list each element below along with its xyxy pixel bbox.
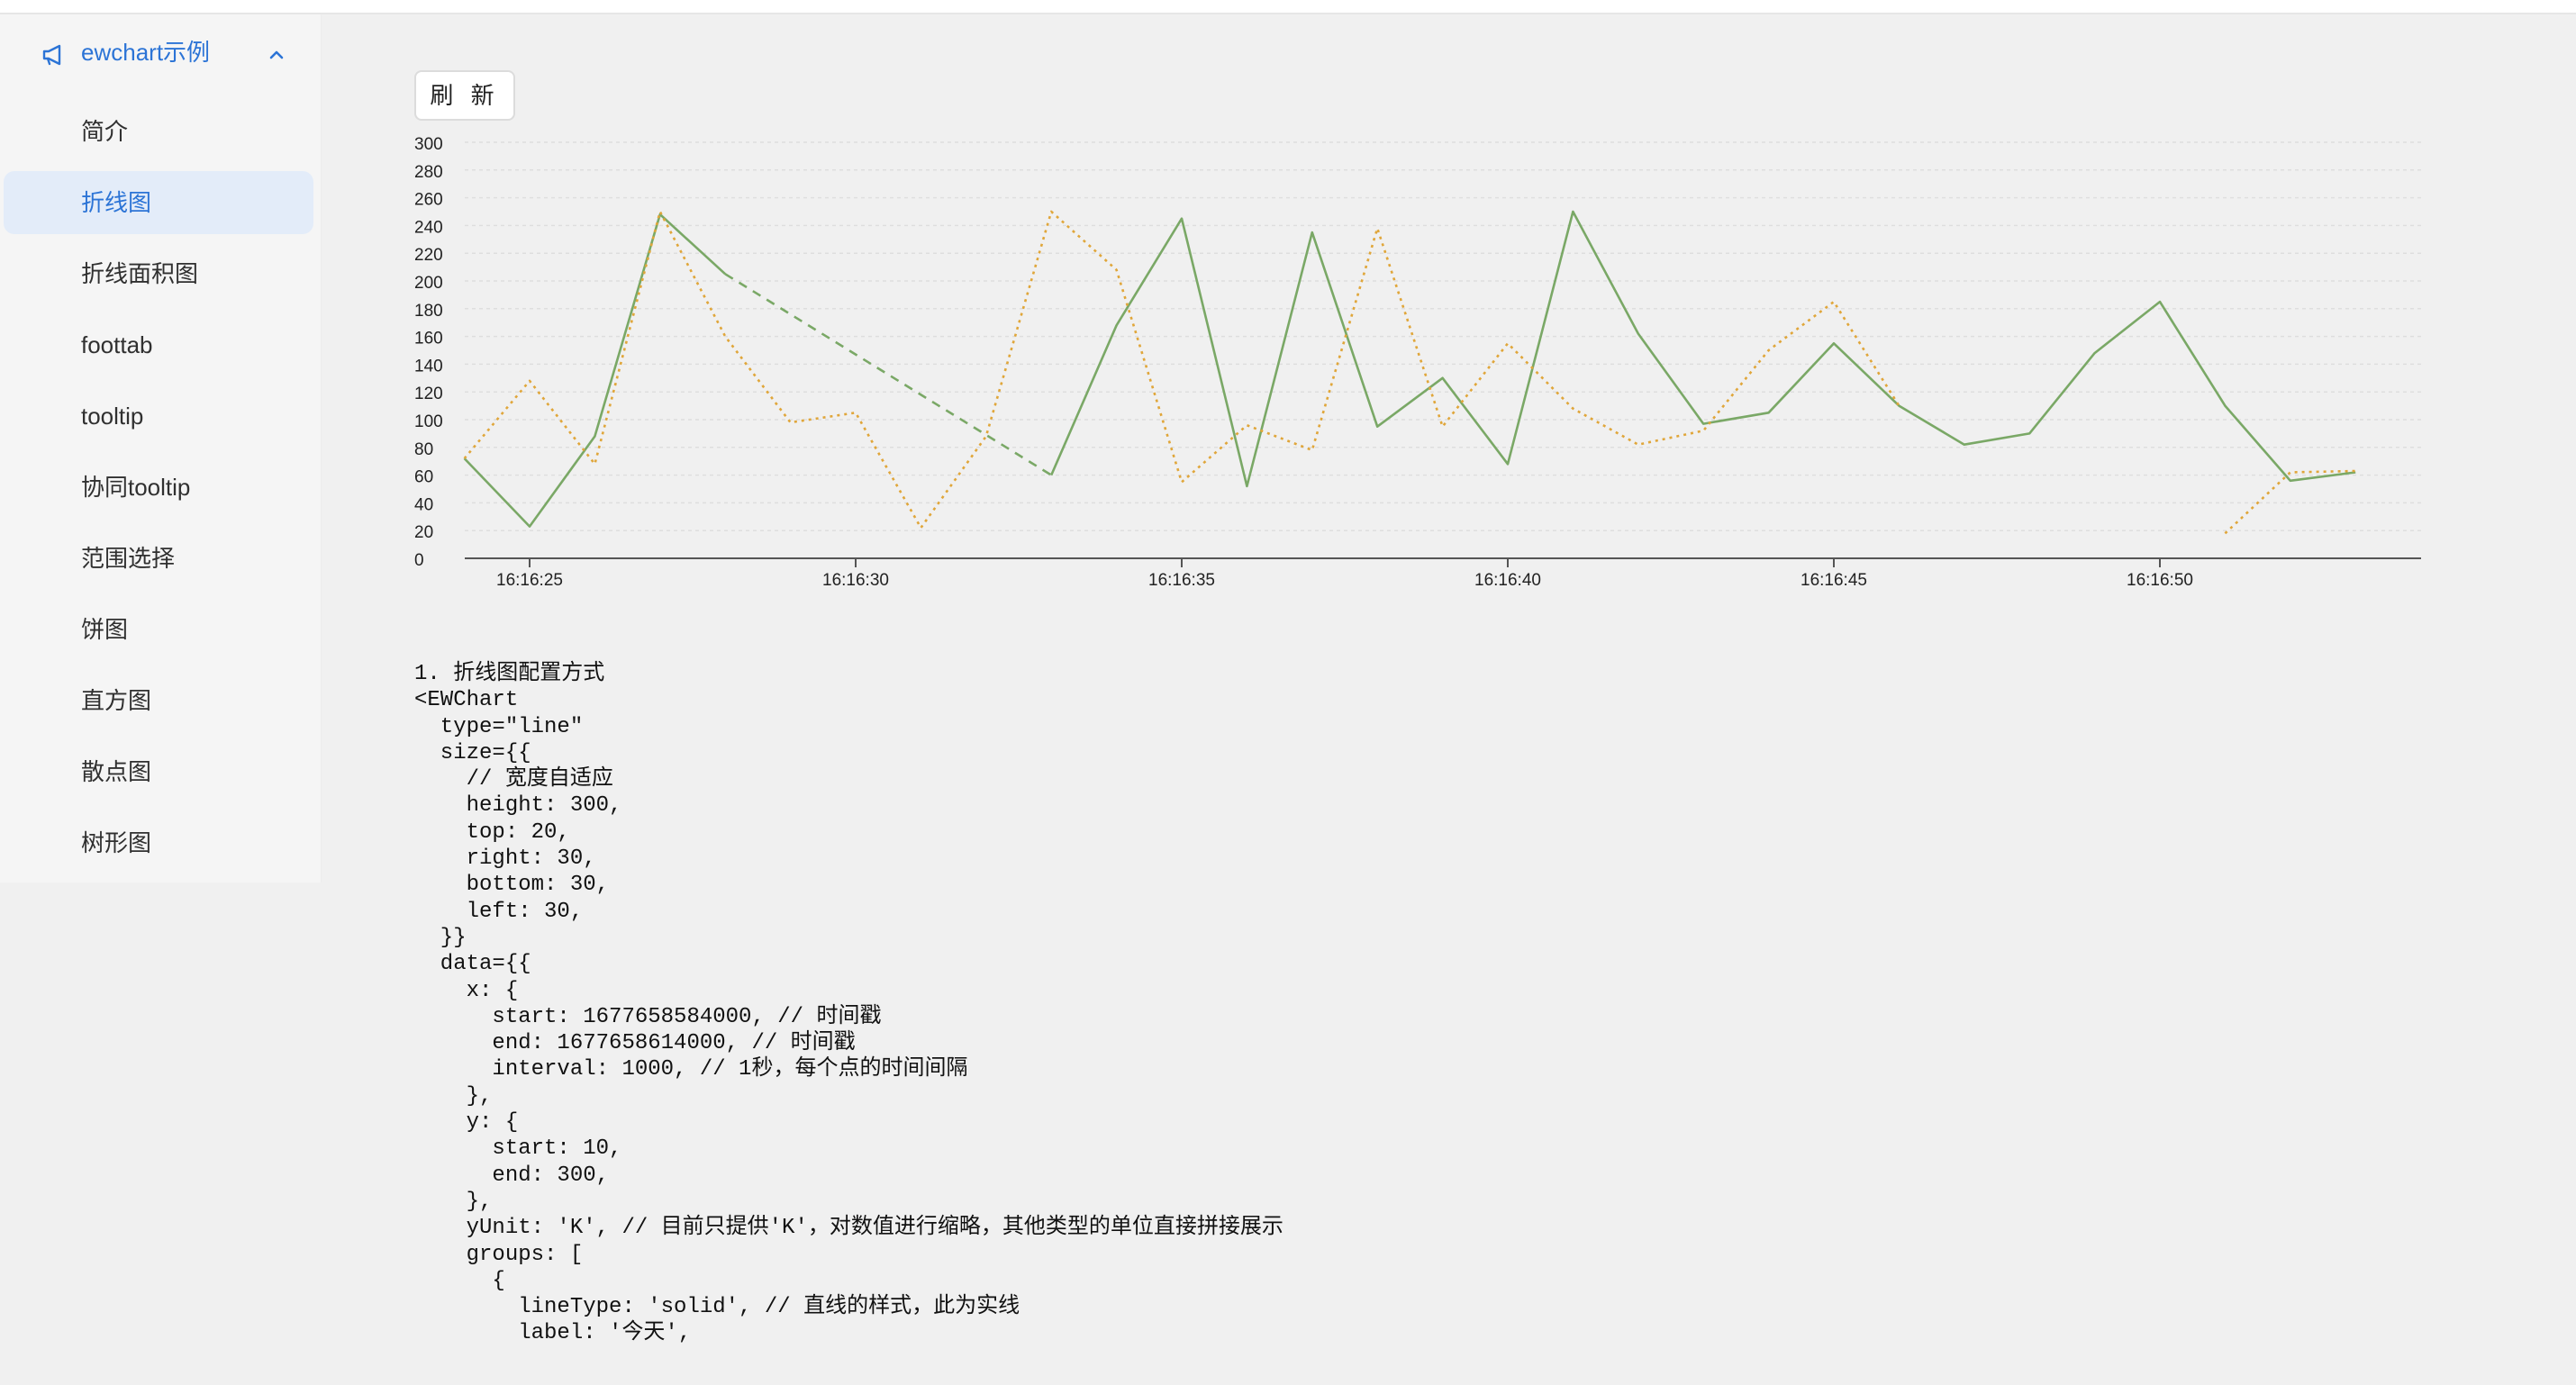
code-line: x: { (414, 978, 519, 1003)
sidebar-item-label: 饼图 (81, 616, 129, 643)
sidebar-item[interactable]: tooltip (4, 385, 313, 448)
code-line: type="line" (414, 714, 584, 739)
code-line: end: 300, (414, 1163, 610, 1188)
sidebar-item-label: 散点图 (81, 758, 152, 785)
code-line: label: '今天', (414, 1321, 692, 1346)
sidebar-item-label: 协同tooltip (81, 474, 191, 501)
sidebar-item-label: 树形图 (81, 829, 152, 856)
sidebar-item-label: 折线图 (81, 189, 152, 216)
series-today-gap (724, 273, 1052, 476)
x-tick-label: 16:16:30 (822, 571, 889, 590)
sidebar-item[interactable]: 直方图 (4, 669, 313, 732)
y-tick-label: 160 (414, 330, 443, 349)
line-chart: 0 20 40 60 80 100 120 140 160 180 200 220 240 260 280 3… (414, 135, 2421, 590)
y-tick-label: 0 (414, 551, 424, 570)
code-line: { (414, 1268, 505, 1293)
code-line: }, (414, 1083, 493, 1109)
sidebar-item[interactable]: 折线面积图 (4, 242, 313, 305)
y-tick-label: 80 (414, 440, 433, 459)
code-example: 1. 折线图配置方式 <EWChart type="line" size={{ /… (414, 661, 1283, 1347)
code-line: // 宽度自适应 (414, 767, 613, 792)
sidebar-item-label: 直方图 (81, 687, 152, 714)
sidebar-item[interactable]: 散点图 (4, 740, 313, 803)
sidebar-item[interactable]: 折线图 (4, 171, 313, 234)
code-line: }} (414, 925, 467, 950)
y-tick-label: 260 (414, 191, 443, 210)
code-line: height: 300, (414, 793, 622, 819)
series-compare-line (463, 210, 1900, 530)
x-tick-label: 16:16:50 (2127, 571, 2193, 590)
y-tick-label: 140 (414, 357, 443, 376)
code-line: start: 10, (414, 1136, 622, 1162)
series-compare-line (2224, 469, 2356, 535)
y-tick-label: 120 (414, 385, 443, 403)
sidebar-item[interactable]: 协同tooltip (4, 456, 313, 519)
code-line: y: { (414, 1110, 519, 1136)
code-line: 1. 折线图配置方式 (414, 662, 605, 686)
code-line: <EWChart (414, 688, 519, 713)
code-line: lineType: 'solid', // 直线的样式，此为实线 (414, 1295, 1020, 1320)
chevron-up-icon[interactable] (265, 43, 288, 67)
y-tick-label: 280 (414, 163, 443, 182)
sidebar (0, 14, 322, 883)
refresh-button[interactable]: 刷 新 (414, 70, 515, 121)
menu-group-header[interactable]: ewchart示例 (0, 14, 321, 92)
top-bar (0, 0, 2576, 14)
y-tick-label: 20 (414, 523, 433, 542)
code-line: end: 1677658614000, // 时间戳 (414, 1031, 856, 1056)
sidebar-item-label: 范围选择 (81, 545, 176, 572)
x-tick-label: 16:16:40 (1474, 571, 1541, 590)
sidebar-item[interactable]: 树形图 (4, 811, 313, 874)
x-tick-label: 16:16:45 (1800, 571, 1867, 590)
menu-group-title: ewchart示例 (81, 39, 211, 66)
sidebar-item-label: tooltip (81, 403, 144, 430)
sidebar-item-label: 简介 (81, 118, 129, 145)
sidebar-item-label: 折线面积图 (81, 260, 199, 287)
y-tick-label: 180 (414, 302, 443, 321)
y-tick-label: 200 (414, 274, 443, 293)
sidebar-item[interactable]: foottab (4, 313, 313, 376)
y-tick-label: 60 (414, 468, 433, 487)
code-line: start: 1677658584000, // 时间戳 (414, 1004, 882, 1029)
sidebar-item[interactable]: 饼图 (4, 598, 313, 661)
y-tick-label: 300 (414, 135, 443, 154)
code-line: }, (414, 1189, 493, 1214)
x-tick-label: 16:16:25 (496, 571, 563, 590)
y-tick-label: 40 (414, 495, 433, 514)
code-line: top: 20, (414, 819, 570, 845)
sidebar-item[interactable]: 范围选择 (4, 527, 313, 590)
sidebar-item[interactable]: 简介 (4, 100, 313, 163)
y-tick-label: 220 (414, 246, 443, 265)
code-line: yUnit: 'K', // 目前只提供'K'，对数值进行缩略，其他类型的单位直… (414, 1216, 1283, 1241)
code-line: left: 30, (414, 899, 584, 924)
series-today-line (1050, 210, 2356, 488)
series-today-line (463, 213, 727, 528)
megaphone-icon (42, 44, 61, 66)
code-line: right: 30, (414, 846, 596, 872)
code-line: data={{ (414, 952, 531, 977)
y-tick-label: 100 (414, 412, 443, 431)
x-tick-label: 16:16:35 (1148, 571, 1215, 590)
code-line: size={{ (414, 740, 531, 765)
sidebar-item-label: foottab (81, 331, 153, 358)
code-line: bottom: 30, (414, 873, 610, 898)
code-line: interval: 1000, // 1秒，每个点的时间间隔 (414, 1057, 968, 1082)
code-line: groups: [ (414, 1242, 584, 1267)
y-tick-label: 240 (414, 218, 443, 237)
